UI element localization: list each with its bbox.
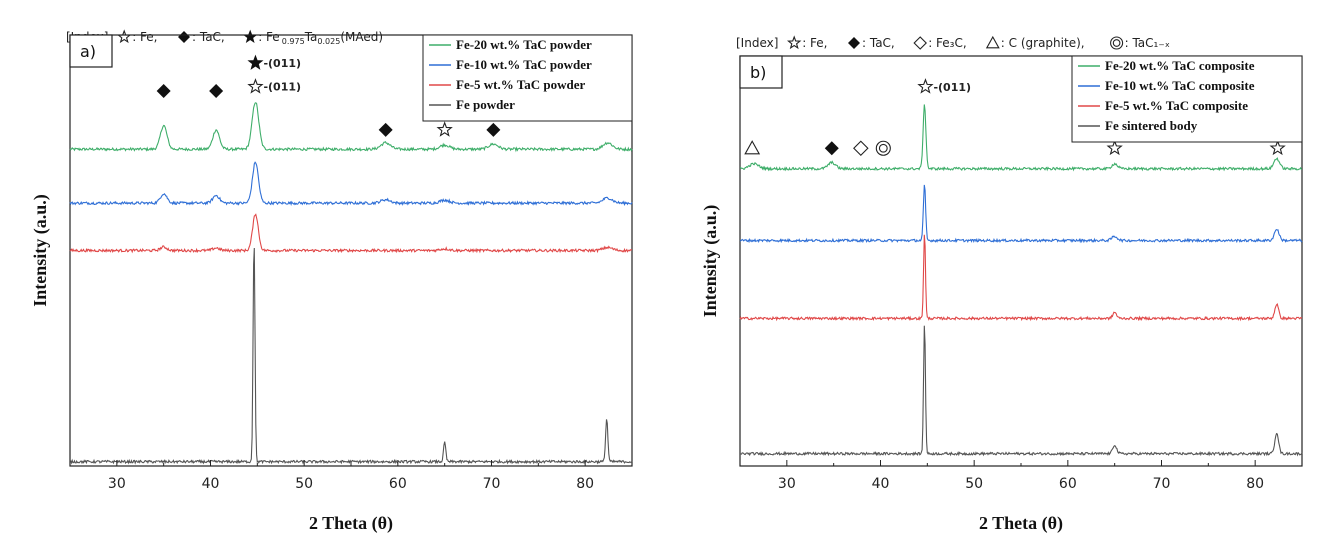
- series-line-1: [69, 161, 633, 207]
- y-axis-label: Intensity (a.u.): [30, 194, 51, 307]
- index-formula: 0.975Ta0.025(MAed): [282, 30, 383, 46]
- index-text: : TaC,: [192, 30, 225, 44]
- x-tick-label: 80: [576, 476, 594, 492]
- fe-star-open-icon: [1106, 139, 1123, 156]
- legend-label: Fe-20 wt.% TaC powder: [456, 37, 592, 52]
- tac-diamond-icon: [824, 141, 839, 156]
- x-tick-label: 60: [389, 476, 407, 492]
- index-text: : Fe: [258, 30, 280, 44]
- inner-ring: [878, 143, 888, 153]
- tac1x-double-circle-icon: [875, 140, 891, 156]
- index-text: : Fe₃C,: [928, 36, 967, 50]
- legend-label: Fe-20 wt.% TaC composite: [1105, 58, 1255, 73]
- panel-label: b): [750, 63, 766, 82]
- index-text: : Fe,: [802, 36, 827, 50]
- fe-star-open-icon: [1269, 139, 1286, 156]
- x-axis-label: 2 Theta (θ): [979, 513, 1063, 534]
- y-axis-label: Intensity (a.u.): [700, 205, 721, 318]
- x-tick-label: 50: [295, 476, 313, 492]
- x-tick-label: 40: [872, 476, 890, 492]
- panel-b: [Index] : Fe, : TaC, : Fe₃C, : C (graphi…: [700, 35, 1303, 534]
- legend-label: Fe powder: [456, 97, 515, 112]
- series-line-0: [739, 104, 1303, 172]
- fe-ta-star-filled-icon: [247, 54, 264, 70]
- inner-ring: [1112, 39, 1121, 47]
- peak-label: -(011): [263, 81, 301, 94]
- tac-diamond-icon: [209, 84, 224, 99]
- tac-diamond-icon: [486, 122, 501, 137]
- x-tick-label: 30: [778, 476, 796, 492]
- graphite-triangle-icon: [744, 140, 761, 155]
- x-tick-label: 70: [1153, 476, 1171, 492]
- index-text: : Fe,: [132, 30, 157, 44]
- x-tick-label: 70: [483, 476, 501, 492]
- formula-sub1: 0.975: [282, 37, 305, 46]
- fe-star-open-icon: [116, 29, 132, 44]
- outer-ring: [875, 140, 891, 156]
- panel-label: a): [80, 42, 96, 61]
- panel-a: [Index] : Fe, : TaC, : Fe0.975Ta0.025(MA…: [30, 29, 633, 534]
- series-line-1: [739, 184, 1303, 244]
- series-line-2: [69, 213, 632, 254]
- index-text: : TaC₁₋ₓ: [1125, 36, 1170, 50]
- outer-ring: [1110, 36, 1124, 50]
- x-tick-label: 30: [108, 476, 126, 492]
- fe3c-diamond-open-icon: [913, 36, 927, 50]
- series-line-3: [739, 325, 1303, 457]
- formula-sub2: 0.025: [317, 37, 340, 46]
- graphite-triangle-icon: [985, 35, 1000, 49]
- legend-label: Fe-5 wt.% TaC composite: [1105, 98, 1248, 113]
- x-tick-label: 40: [202, 476, 220, 492]
- tac1x-double-circle-icon: [1110, 36, 1124, 50]
- legend-box: [422, 34, 633, 122]
- panel-label-box: [739, 55, 783, 89]
- fe-ta-star-filled-icon: [243, 29, 258, 44]
- x-axis-label: 2 Theta (θ): [309, 513, 393, 534]
- legend-label: Fe-10 wt.% TaC powder: [456, 57, 592, 72]
- series-line-3: [69, 247, 633, 465]
- legend-label: Fe-5 wt.% TaC powder: [456, 77, 586, 92]
- peak-label: -(011): [933, 81, 971, 94]
- index-text: [Index]: [736, 36, 778, 50]
- formula-tail: (MAed): [340, 30, 383, 44]
- peak-label: -(011): [263, 57, 301, 70]
- legend-label: Fe sintered body: [1105, 118, 1198, 133]
- tac-diamond-icon: [378, 122, 393, 137]
- index-text: : C (graphite),: [1001, 36, 1085, 50]
- series-line-0: [69, 102, 633, 153]
- fe-star-open-icon: [917, 78, 934, 94]
- index-text: : TaC,: [862, 36, 895, 50]
- x-tick-label: 80: [1246, 476, 1264, 492]
- fe-star-open-icon: [436, 121, 453, 137]
- tac-diamond-icon: [178, 31, 190, 43]
- legend-label: Fe-10 wt.% TaC composite: [1105, 78, 1255, 93]
- fe3c-diamond-open-icon: [853, 140, 869, 157]
- tac-diamond-icon: [848, 37, 860, 49]
- panel-label-box: [69, 34, 113, 68]
- legend-box: [1071, 55, 1303, 143]
- fe-star-open-icon: [786, 35, 802, 50]
- x-tick-label: 60: [1059, 476, 1077, 492]
- tac-diamond-icon: [156, 84, 171, 99]
- formula-mid: Ta: [304, 30, 318, 44]
- series-line-2: [739, 234, 1303, 322]
- fe-star-open-icon: [247, 78, 264, 94]
- x-tick-label: 50: [965, 476, 983, 492]
